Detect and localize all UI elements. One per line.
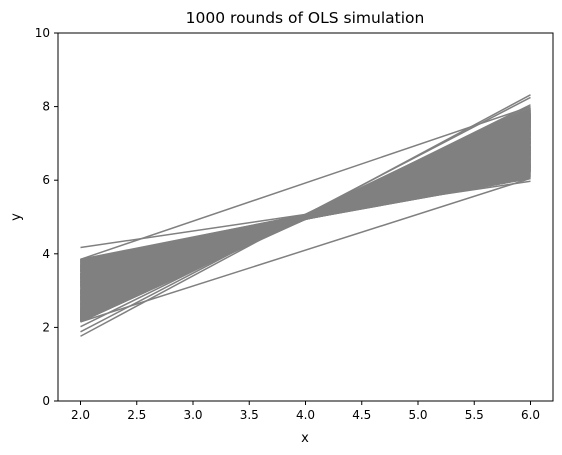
x-axis-label: x — [301, 431, 309, 446]
ols-line-outlier — [80, 177, 531, 323]
chart-title: 1000 rounds of OLS simulation — [186, 9, 425, 27]
ols-line-outlier — [80, 105, 531, 261]
x-tick-label: 3.0 — [183, 408, 202, 422]
x-axis-ticks: 2.0 2.5 3.0 3.5 4.0 4.5 5.0 5.5 6.0 — [71, 401, 540, 422]
ols-line-outlier — [80, 105, 531, 323]
y-tick-label: 2 — [42, 320, 50, 334]
x-tick-label: 5.0 — [408, 408, 427, 422]
x-tick-label: 3.5 — [240, 408, 259, 422]
y-axis-ticks: 0 2 4 6 8 10 — [35, 26, 58, 408]
x-tick-label: 4.5 — [352, 408, 371, 422]
x-tick-label: 2.5 — [127, 408, 146, 422]
x-tick-label: 6.0 — [521, 408, 540, 422]
x-tick-label: 4.0 — [296, 408, 315, 422]
y-tick-label: 6 — [42, 173, 50, 187]
plot-lines — [80, 94, 531, 337]
y-tick-label: 10 — [35, 26, 50, 40]
x-tick-label: 5.5 — [465, 408, 484, 422]
ols-line-outlier — [80, 177, 531, 261]
x-tick-label: 2.0 — [71, 408, 90, 422]
y-axis-label: y — [9, 213, 24, 221]
y-tick-label: 8 — [42, 100, 50, 114]
y-tick-label: 4 — [42, 247, 50, 261]
y-tick-label: 0 — [42, 394, 50, 408]
